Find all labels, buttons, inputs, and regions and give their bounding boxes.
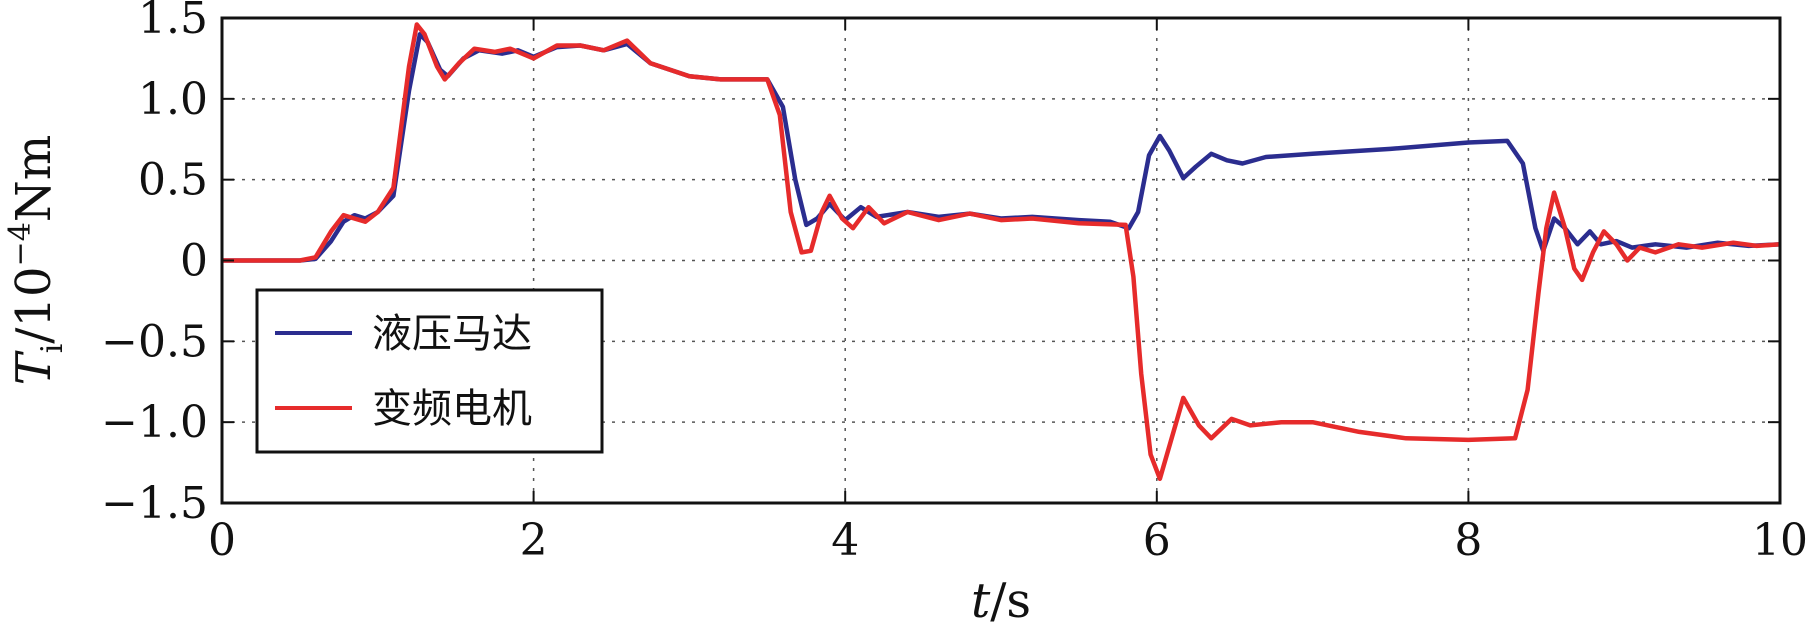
x-tick-label: 10 [1752,515,1808,566]
y-tick-labels: 1.5 1.0 0.5 0 −0.5 −1.0 −1.5 [101,0,208,529]
legend: 液压马达 变频电机 [255,288,604,454]
y-tick-label: −0.5 [101,316,208,367]
y-axis-label-symbol: T [6,350,62,385]
x-tick-labels: 0 2 4 6 8 10 [208,515,1808,566]
y-axis-label: Ti/10−4Nm [3,135,70,386]
y-tick-label: 1.0 [138,74,208,125]
y-axis-label-subscript: i [35,344,70,354]
x-axis-label-symbol: t [971,573,991,623]
y-tick-label: −1.5 [101,478,208,529]
x-tick-label: 8 [1454,515,1482,566]
grid [222,18,1780,503]
x-tick-label: 0 [208,515,236,566]
series-line-vfd-motor [222,22,1780,482]
x-tick-label: 4 [831,515,859,566]
y-axis-label-scale: /10 [6,266,62,343]
axis-ticks [221,17,1781,504]
y-axis-label-unit: Nm [6,135,62,223]
series-lines [222,22,1780,482]
x-axis-label-unit: /s [990,573,1031,623]
y-tick-label: −1.0 [101,397,208,448]
x-tick-label: 2 [520,515,548,566]
x-axis-label: t/s [971,573,1031,623]
y-tick-label: 1.5 [138,0,208,44]
legend-label-vfd-motor: 变频电机 [372,386,532,432]
legend-label-hydraulic-motor: 液压马达 [372,311,532,357]
y-tick-label: 0 [180,236,208,287]
y-axis-label-exponent: −4 [3,222,38,266]
x-tick-label: 6 [1143,515,1171,566]
y-tick-label: 0.5 [138,155,208,206]
legend-box [255,288,604,454]
